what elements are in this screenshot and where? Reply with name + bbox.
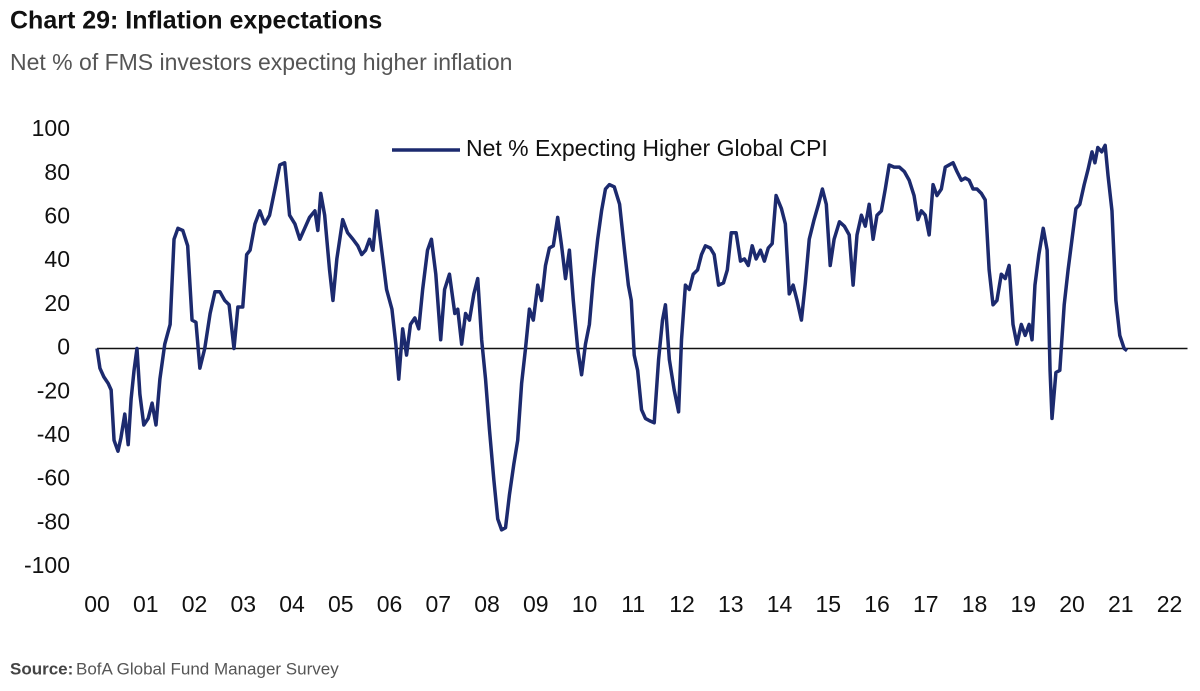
x-tick-label: 12 bbox=[669, 591, 695, 617]
y-tick-label: -60 bbox=[37, 465, 70, 491]
y-tick-label: -100 bbox=[24, 552, 70, 578]
x-tick-label: 19 bbox=[1010, 591, 1036, 617]
source-label: Source: bbox=[10, 659, 73, 678]
x-tick-label: 11 bbox=[621, 591, 645, 617]
x-tick-label: 15 bbox=[815, 591, 841, 617]
x-tick-label: 10 bbox=[572, 591, 598, 617]
x-tick-label: 08 bbox=[474, 591, 500, 617]
source-text: BofA Global Fund Manager Survey bbox=[76, 659, 339, 678]
y-tick-label: -80 bbox=[37, 508, 70, 534]
x-tick-label: 17 bbox=[913, 591, 939, 617]
x-tick-label: 16 bbox=[864, 591, 890, 617]
x-tick-label: 13 bbox=[718, 591, 744, 617]
x-tick-label: 07 bbox=[425, 591, 451, 617]
y-tick-label: -40 bbox=[37, 421, 70, 447]
x-tick-label: 06 bbox=[377, 591, 403, 617]
y-tick-label: 60 bbox=[44, 202, 70, 228]
chart-title: Chart 29: Inflation expectations bbox=[10, 7, 382, 35]
x-tick-label: 04 bbox=[279, 591, 305, 617]
legend-label: Net % Expecting Higher Global CPI bbox=[466, 135, 828, 161]
x-tick-label: 01 bbox=[133, 591, 159, 617]
chart-subtitle: Net % of FMS investors expecting higher … bbox=[10, 49, 512, 75]
x-tick-label: 20 bbox=[1059, 591, 1085, 617]
x-tick-label: 00 bbox=[84, 591, 110, 617]
x-tick-label: 09 bbox=[523, 591, 549, 617]
y-tick-label: 40 bbox=[44, 246, 70, 272]
x-tick-label: 18 bbox=[962, 591, 988, 617]
x-tick-label: 03 bbox=[230, 591, 256, 617]
x-tick-label: 05 bbox=[328, 591, 354, 617]
y-tick-label: 20 bbox=[44, 290, 70, 316]
y-tick-label: 0 bbox=[57, 334, 70, 360]
x-tick-label: 14 bbox=[767, 591, 793, 617]
x-tick-label: 21 bbox=[1108, 591, 1134, 617]
x-tick-label: 22 bbox=[1157, 591, 1183, 617]
y-tick-label: -20 bbox=[37, 377, 70, 403]
y-tick-label: 100 bbox=[32, 115, 70, 141]
data-line bbox=[95, 143, 1129, 532]
y-tick-label: 80 bbox=[44, 159, 70, 185]
x-tick-label: 02 bbox=[182, 591, 208, 617]
